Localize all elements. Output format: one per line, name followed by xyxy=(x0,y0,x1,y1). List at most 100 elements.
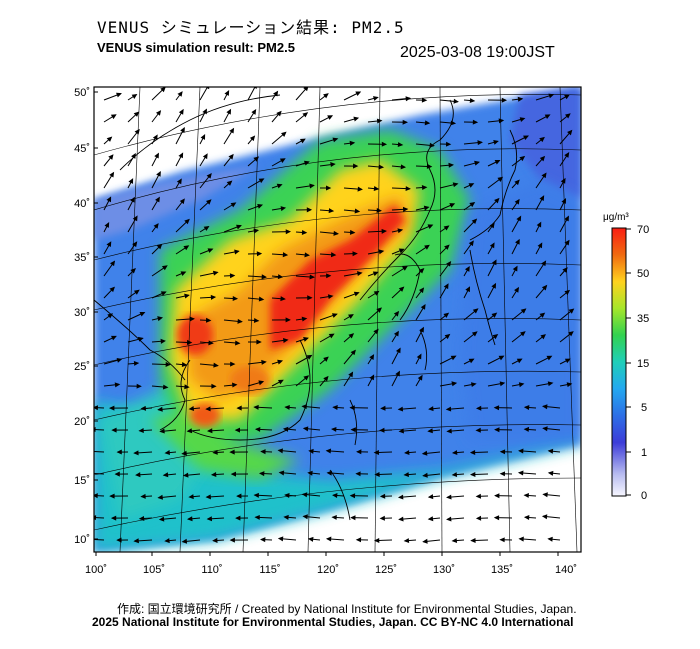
wind-arrowhead xyxy=(499,449,506,455)
wind-arrowhead xyxy=(164,538,170,544)
wind-arrowhead xyxy=(380,405,386,411)
wind-arrowhead xyxy=(187,516,193,522)
wind-arrowhead xyxy=(471,331,478,337)
wind-arrowhead xyxy=(273,90,279,97)
wind-arrowhead xyxy=(418,267,425,274)
wind-arrowhead xyxy=(516,358,523,364)
wind-arrowhead xyxy=(130,267,136,274)
wind-arrowhead xyxy=(397,406,404,412)
wind-arrowhead xyxy=(328,208,335,214)
wind-arrowhead xyxy=(464,266,470,272)
wind-arrowhead xyxy=(374,537,380,543)
wind-arrowhead xyxy=(160,87,166,93)
wind-arrowhead xyxy=(523,515,530,521)
wind-arrowhead xyxy=(516,215,522,222)
wind-arrowhead xyxy=(230,361,236,367)
wind-arrowhead xyxy=(523,404,530,411)
map-figure: 50˚ 45˚ 40˚ 35˚ 30˚ 25˚ 20˚ 15˚ 10˚ 100˚… xyxy=(74,86,649,576)
wind-arrowhead xyxy=(184,218,190,225)
wind-arrowhead xyxy=(200,134,206,140)
wind-arrowhead xyxy=(258,178,265,184)
colorbar-tick: 70 xyxy=(637,224,649,236)
wind-arrowhead xyxy=(212,537,218,543)
wind-arrowhead xyxy=(138,515,145,521)
wind-arrowhead xyxy=(477,140,483,146)
wind-arrowhead xyxy=(261,274,267,280)
lat-label: 20˚ xyxy=(74,416,90,428)
wind-arrowhead xyxy=(226,108,232,115)
wind-arrowhead xyxy=(283,514,289,520)
wind-arrowhead xyxy=(537,242,543,249)
wind-arrowhead xyxy=(326,273,332,279)
wind-arrowhead xyxy=(564,358,571,364)
wind-arrowhead xyxy=(162,472,169,478)
wind-arrowhead xyxy=(451,472,458,478)
wind-arrowhead xyxy=(546,355,553,361)
wind-arrowhead xyxy=(139,312,146,317)
wind-arrowhead xyxy=(161,265,168,271)
wind-arrow xyxy=(94,517,105,519)
wind-arrowhead xyxy=(424,120,431,126)
colorbar-tick: 1 xyxy=(641,447,647,459)
wind-arrowhead xyxy=(465,286,471,293)
lon-label: 120˚ xyxy=(317,564,339,576)
map-border xyxy=(93,86,582,553)
wind-arrowhead xyxy=(446,428,452,434)
wind-arrowhead xyxy=(128,178,134,184)
wind-arrowhead xyxy=(469,449,476,455)
wind-arrowhead xyxy=(565,113,571,119)
wind-arrowhead xyxy=(205,317,212,323)
wind-arrowhead xyxy=(373,96,379,101)
wind-arrowhead xyxy=(206,172,212,179)
wind-arrowhead xyxy=(561,198,567,204)
wind-arrowhead xyxy=(108,154,114,160)
wind-arrowhead xyxy=(378,249,385,255)
wind-arrowhead xyxy=(395,370,400,377)
wind-arrowhead xyxy=(325,448,332,454)
wind-arrowhead xyxy=(379,427,385,433)
wind-arrowhead xyxy=(355,471,361,477)
wind-arrowhead xyxy=(427,516,434,522)
wind-arrowhead xyxy=(445,406,452,412)
wind-arrow xyxy=(94,450,105,453)
wind-arrowhead xyxy=(499,471,506,477)
wind-arrowhead xyxy=(519,117,526,123)
wind-arrowhead xyxy=(308,448,314,454)
wind-arrowhead xyxy=(568,308,575,314)
wind-arrowhead xyxy=(160,291,167,296)
wind-arrowhead xyxy=(398,516,404,522)
wind-arrowhead xyxy=(446,494,452,500)
wind-arrowhead xyxy=(428,406,434,412)
wind-arrowhead xyxy=(116,357,123,363)
wind-arrowhead xyxy=(258,380,265,386)
wind-arrowhead xyxy=(421,450,428,456)
wind-arrowhead xyxy=(379,493,386,499)
wind-arrowhead xyxy=(325,536,332,542)
wind-arrowhead xyxy=(520,308,527,314)
wind-arrowhead xyxy=(403,472,409,478)
wind-arrowhead xyxy=(212,449,218,455)
wind-arrowhead xyxy=(114,471,120,477)
wind-arrowhead xyxy=(376,207,382,213)
wind-arrowhead xyxy=(405,186,411,192)
wind-arrowhead xyxy=(110,515,117,521)
wind-arrowhead xyxy=(497,176,504,182)
wind-arrowhead xyxy=(492,333,499,340)
wind-arrowhead xyxy=(213,362,219,368)
wind-arrowhead xyxy=(109,171,115,178)
wind-arrowhead xyxy=(566,382,573,388)
wind-arrowhead xyxy=(302,112,309,118)
wind-arrowhead xyxy=(348,333,355,339)
wind-arrowhead xyxy=(323,356,329,362)
wind-arrowhead xyxy=(443,283,449,290)
wind-arrowhead xyxy=(421,97,428,103)
wind-arrowhead xyxy=(309,274,315,280)
wind-arrowhead xyxy=(111,335,117,341)
wind-arrowhead xyxy=(381,228,387,234)
wind-arrowhead xyxy=(230,202,237,208)
wind-arrowhead xyxy=(208,340,214,346)
wind-arrowhead xyxy=(397,494,404,500)
wind-arrowhead xyxy=(210,294,217,300)
wind-arrow xyxy=(94,538,105,541)
wind-arrowhead xyxy=(446,516,452,522)
